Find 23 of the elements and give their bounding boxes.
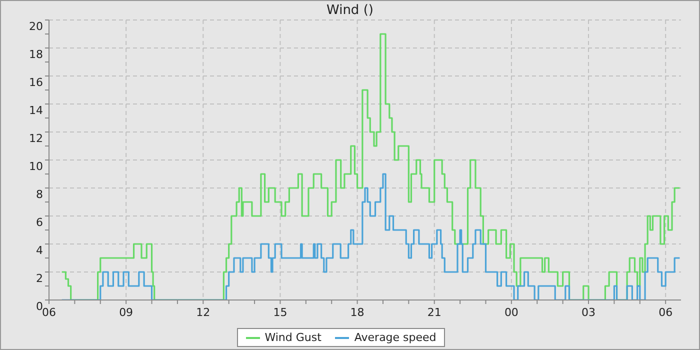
legend-label: Average speed [353,331,436,344]
y-tick-label: 0 [36,300,43,313]
y-tick-label: 2 [36,272,43,285]
y-tick-label: 20 [29,20,43,33]
x-tick-label: 03 [582,306,596,319]
y-tick-label: 14 [29,104,43,117]
y-tick-label: 18 [29,48,43,61]
x-tick-label: 18 [350,306,364,319]
x-tick-label: 21 [427,306,442,319]
legend-label: Wind Gust [264,331,322,344]
chart-title: Wind () [326,3,374,18]
y-tick-label: 16 [29,76,43,89]
y-tick-label: 6 [36,216,43,229]
x-tick-label: 15 [273,306,288,319]
y-tick-label: 10 [29,160,43,173]
y-tick-label: 12 [29,132,43,145]
x-tick-label: 00 [504,306,518,319]
x-tick-label: 06 [658,306,673,319]
x-tick-label: 09 [119,306,134,319]
y-tick-label: 4 [36,244,43,257]
x-tick-label: 12 [196,306,210,319]
y-tick-label: 8 [36,188,43,201]
x-tick-label: 06 [42,306,56,319]
